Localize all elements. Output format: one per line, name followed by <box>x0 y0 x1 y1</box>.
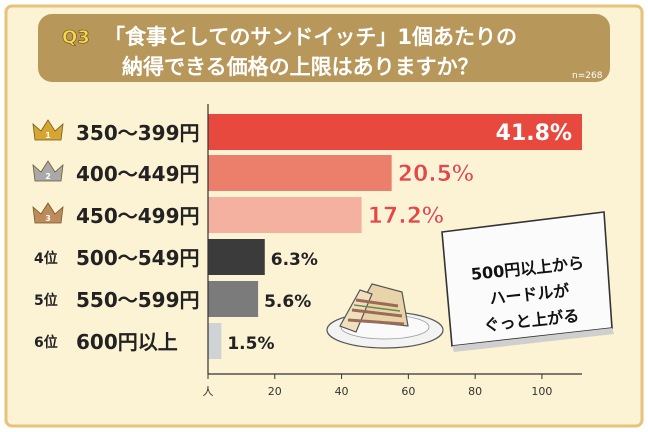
category-label-4: 500〜549円 <box>76 246 200 270</box>
crown-rank-number: 3 <box>45 214 51 223</box>
crown-rank-number: 1 <box>45 131 51 140</box>
crown-shape <box>32 160 64 182</box>
rank-label-6: 6位 <box>34 334 58 351</box>
bar-value-label-1: 41.8% <box>496 121 572 146</box>
category-label-5: 550〜599円 <box>76 288 200 312</box>
x-tick-label-3: 60 <box>401 385 415 398</box>
crown-rank-1-icon: 1 <box>32 119 64 141</box>
chart-title-line1: 「食事としてのサンドイッチ」1個あたりの <box>104 25 517 49</box>
question-badge: Q3 <box>62 27 90 49</box>
bar-1 <box>208 114 582 150</box>
x-tick-label-0: 人 <box>203 385 214 398</box>
bar-value-label-6: 1.5% <box>227 334 274 354</box>
x-tick-label-1: 20 <box>268 385 282 398</box>
bar-6 <box>208 323 222 359</box>
category-labels-layer: 1 350〜399円 2 400〜449円 3 450〜499円 4位 500〜549円 5位 5… <box>32 119 200 354</box>
x-tick-label-4: 80 <box>468 385 482 398</box>
x-tick-label-5: 100 <box>531 385 552 398</box>
bar-value-label-5: 5.6% <box>264 292 311 312</box>
rank-label-5: 5位 <box>34 292 58 309</box>
x-axis-ticks-layer: 人 20 40 60 80 100 <box>203 374 552 398</box>
category-label-2: 400〜449円 <box>76 162 200 186</box>
crown-shape <box>32 119 64 141</box>
bar-value-label-3: 17.2% <box>368 204 444 229</box>
bar-5 <box>208 281 259 317</box>
x-tick-label-2: 40 <box>335 385 349 398</box>
bar-2 <box>208 155 392 191</box>
crown-rank-2-icon: 2 <box>32 160 64 182</box>
note-card-shadow-shape <box>452 328 614 352</box>
bars-layer: 41.8% 20.5% 17.2% 6.3% 5.6% 1.5% <box>208 114 582 359</box>
category-label-6: 600円以上 <box>76 330 178 354</box>
bar-value-label-2: 20.5% <box>398 162 474 187</box>
sandwich-illustration <box>326 283 444 349</box>
chart-title-line2: 納得できる価格の上限はありますか？ <box>122 55 479 79</box>
sample-size: n=268 <box>572 71 603 81</box>
category-label-1: 350〜399円 <box>76 121 200 145</box>
crown-rank-number: 2 <box>45 172 51 181</box>
sandwich-filling-shape <box>347 298 405 326</box>
sandwich-lettuce-shape <box>353 304 401 312</box>
rank-label-4: 4位 <box>34 250 58 267</box>
question-badge-text: Q3 <box>62 27 90 48</box>
category-label-3: 450〜499円 <box>76 204 200 228</box>
bar-value-label-4: 6.3% <box>271 250 318 270</box>
crown-rank-3-icon: 3 <box>32 202 64 224</box>
note-card: 500円以上から ハードルが ぐっと上がる <box>441 211 614 352</box>
crown-shape <box>32 202 64 224</box>
bar-4 <box>208 239 265 275</box>
bar-3 <box>208 197 362 233</box>
header-banner <box>38 14 610 82</box>
